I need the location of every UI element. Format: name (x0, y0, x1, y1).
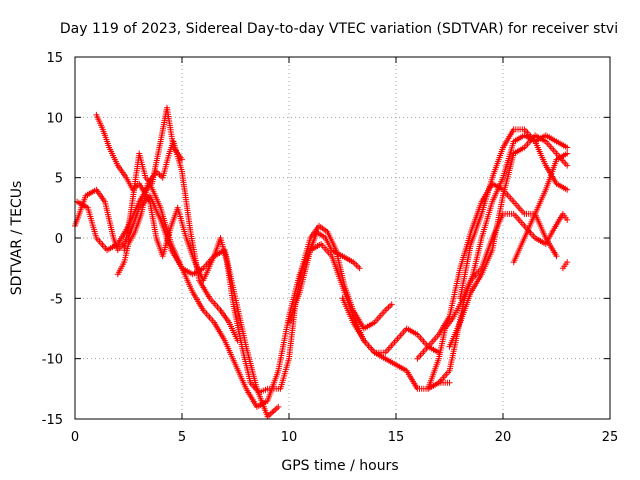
data-point-markers (93, 111, 282, 396)
data-point-markers (559, 259, 571, 272)
series-sat-12 (446, 132, 571, 350)
y-tick-label: 15 (46, 51, 63, 66)
x-tick-label: 15 (388, 430, 405, 445)
chart-title: Day 119 of 2023, Sidereal Day-to-day VTE… (60, 21, 618, 37)
y-tick-label: 0 (55, 232, 63, 247)
series-sat-5 (121, 104, 185, 254)
data-point-markers (457, 126, 571, 302)
y-axis-label: SDTVAR / TECUs (9, 181, 25, 296)
series-sat-14 (510, 150, 571, 266)
data-point-markers (277, 222, 395, 392)
data-point-markers (446, 132, 571, 350)
series-sat-10 (414, 180, 560, 362)
data-point-markers (121, 104, 185, 254)
series-sat-15 (559, 259, 571, 272)
series-sat-13 (457, 126, 571, 302)
series-sat-3 (93, 111, 282, 396)
x-tick-label: 25 (602, 430, 619, 445)
data-point-markers (510, 150, 571, 266)
grid (75, 57, 610, 419)
data-point-markers (414, 180, 560, 362)
x-tick-label: 5 (178, 430, 186, 445)
series-sat-7 (277, 222, 395, 392)
y-tick-label: -10 (42, 353, 63, 368)
x-tick-label: 10 (281, 430, 298, 445)
x-tick-label: 20 (495, 430, 512, 445)
x-axis-label: GPS time / hours (281, 458, 398, 474)
x-tick-label: 0 (71, 430, 79, 445)
y-tick-label: 5 (55, 172, 63, 187)
y-tick-label: 10 (46, 111, 63, 126)
y-tick-label: -15 (42, 413, 63, 428)
data-points (72, 104, 571, 420)
axis-ticks: 0 5 10 15 20 25 -15 -10 -5 0 5 10 15 (42, 51, 619, 445)
y-tick-label: -5 (50, 292, 63, 307)
